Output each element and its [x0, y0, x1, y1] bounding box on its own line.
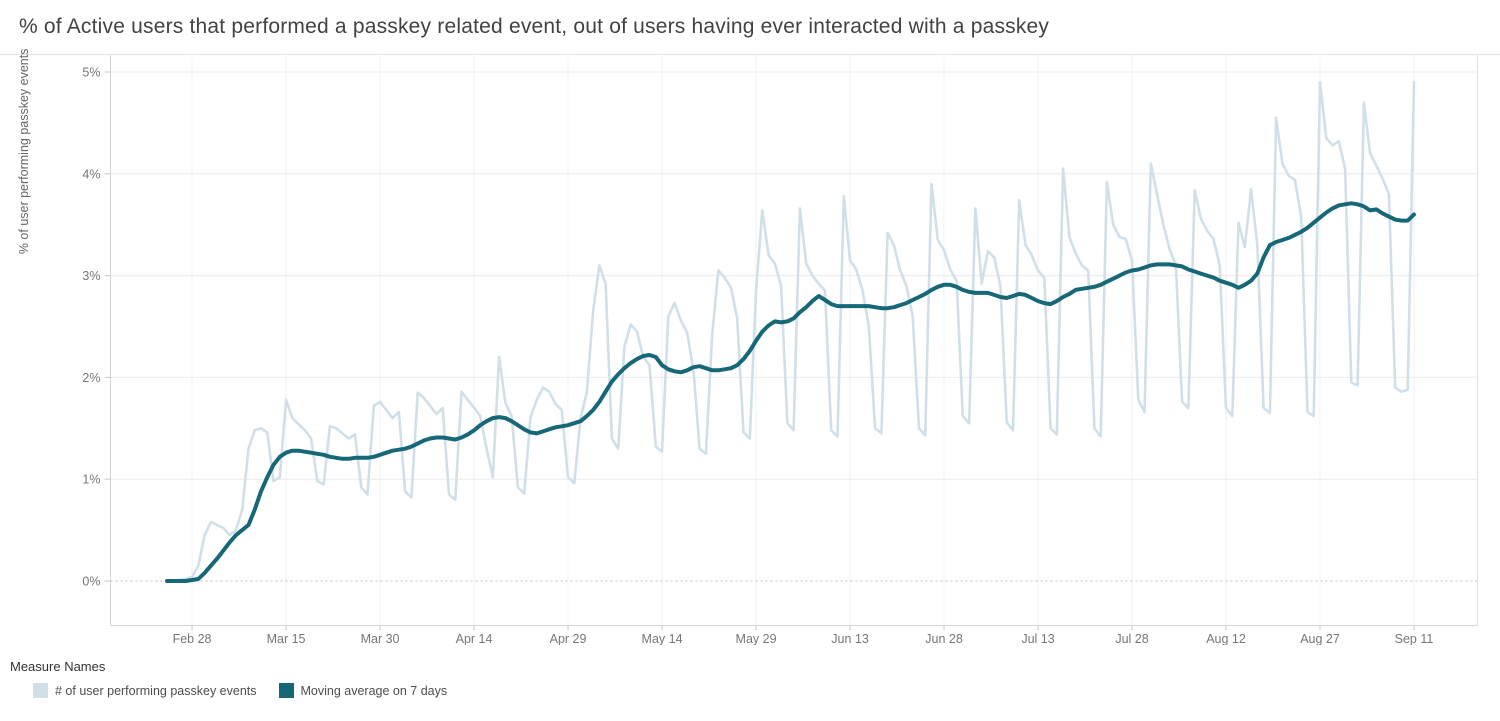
legend-label-moving-average: Moving average on 7 days — [300, 683, 448, 698]
legend-swatch-raw-series-icon — [33, 683, 48, 698]
x-tick-label: May 14 — [642, 632, 683, 645]
y-tick-label: 3% — [82, 269, 100, 283]
y-tick-label: 4% — [82, 167, 100, 181]
x-tick-label: Jun 28 — [925, 632, 963, 645]
legend-label-raw-series: # of user performing passkey events — [55, 683, 257, 698]
x-tick-label: Apr 29 — [550, 632, 587, 645]
y-axis-title: % of user performing passkey events — [17, 48, 31, 255]
x-tick-label: May 29 — [736, 632, 777, 645]
x-tick-label: Aug 12 — [1206, 632, 1246, 645]
y-tick-label: 2% — [82, 371, 100, 385]
x-tick-label: Jul 13 — [1021, 632, 1054, 645]
legend: Measure Names # of user performing passk… — [0, 645, 1500, 698]
x-tick-label: Mar 30 — [361, 632, 400, 645]
chart-header: % of Active users that performed a passk… — [0, 0, 1500, 55]
x-tick-label: Jun 13 — [831, 632, 869, 645]
chart-area: 0% 1% 2% 3% 4% 5% Feb 28 Mar 15 Mar 30 Apr 14 Apr … — [0, 49, 1500, 645]
legend-item-moving-average[interactable]: Moving average on 7 days — [278, 683, 448, 698]
y-tick-label: 5% — [82, 66, 100, 80]
x-tick-label: Jul 28 — [1115, 632, 1148, 645]
raw-series-line — [165, 80, 1416, 583]
moving-average-line — [165, 201, 1416, 583]
x-tick-label: Apr 14 — [456, 632, 493, 645]
x-tick-label: Mar 15 — [267, 632, 306, 645]
legend-title: Measure Names — [10, 659, 106, 674]
x-tick-label: Feb 28 — [173, 632, 212, 645]
legend-swatch-moving-average-icon — [278, 683, 294, 698]
legend-item-raw-series[interactable]: # of user performing passkey events — [33, 683, 257, 698]
y-tick-label: 1% — [82, 473, 100, 487]
chart-canvas[interactable]: 0% 1% 2% 3% 4% 5% Feb 28 Mar 15 Mar 30 Apr 14 Apr … — [0, 55, 1500, 645]
page-title: % of Active users that performed a passk… — [19, 15, 1050, 38]
legend-row: # of user performing passkey events Movi… — [10, 683, 1500, 698]
x-tick-label: Aug 27 — [1300, 632, 1340, 645]
y-tick-label: 0% — [82, 575, 100, 589]
x-tick-label: Sep 11 — [1395, 632, 1434, 645]
